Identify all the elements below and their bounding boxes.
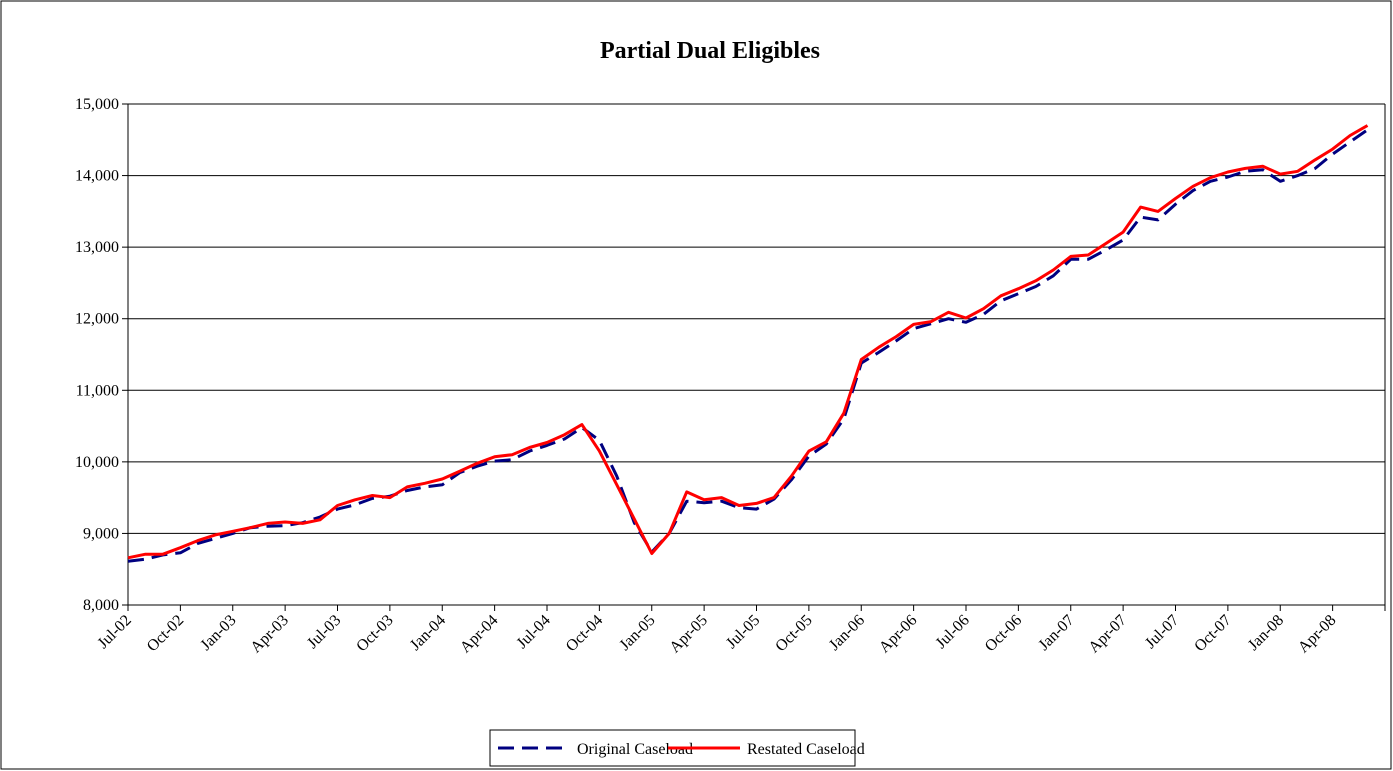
- chart-title: Partial Dual Eligibles: [600, 38, 820, 64]
- y-tick-label: 13,000: [75, 239, 119, 256]
- y-tick-label: 10,000: [75, 454, 119, 471]
- y-tick-label: 14,000: [75, 168, 119, 185]
- y-tick-label: 8,000: [83, 597, 119, 614]
- legend-label: Original Caseload: [577, 741, 693, 758]
- legend-label: Restated Caseload: [747, 741, 865, 758]
- series-line: [127, 128, 1369, 563]
- series-line: [127, 124, 1369, 560]
- y-tick-label: 12,000: [75, 311, 119, 328]
- legend: Original Caseload Restated Caseload: [489, 729, 865, 767]
- y-tick-label: 11,000: [76, 382, 119, 399]
- y-tick-label: 9,000: [83, 525, 119, 542]
- y-tick-label: 15,000: [75, 96, 119, 113]
